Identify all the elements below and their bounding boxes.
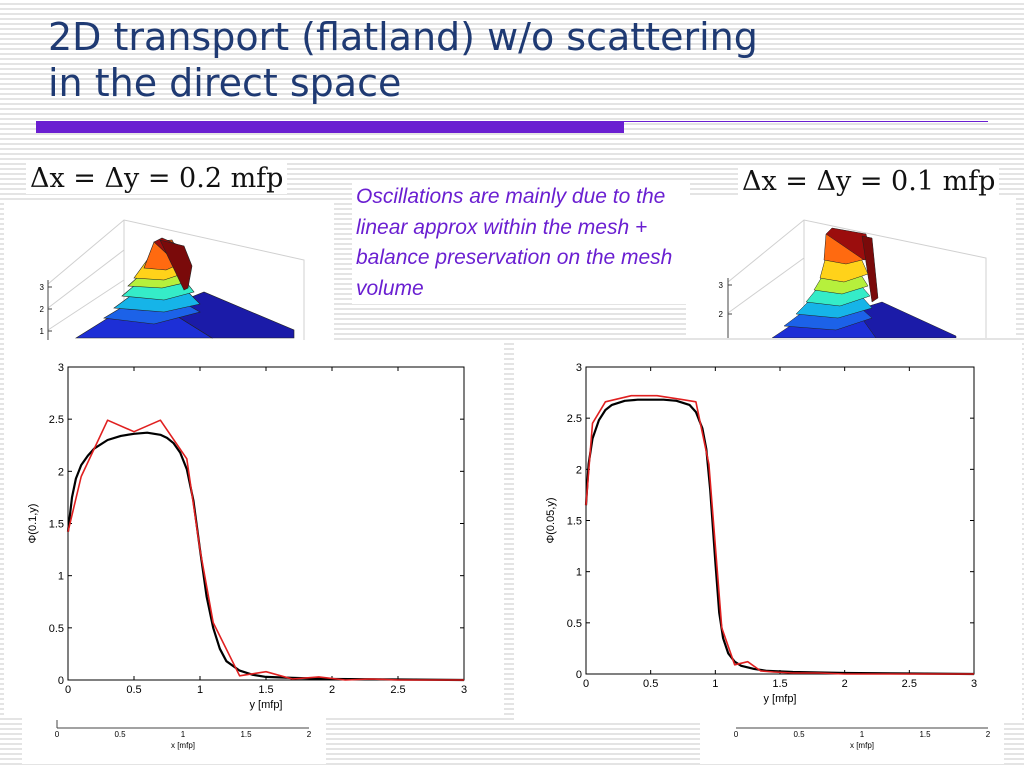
surface-left-ztick: 2: [40, 305, 45, 314]
surface-left-ztick: 3: [40, 283, 45, 292]
surface-left-xlabel: x [mfp]: [171, 741, 195, 750]
y-tick-label: 2.5: [567, 413, 582, 425]
surface-left-xaxis: 0 0.5 1 1.5 2 x [mfp]: [22, 716, 326, 764]
title-accent-bar: [36, 121, 624, 133]
surface-left-xtick: 0: [55, 730, 60, 739]
y-tick-label: 0.5: [49, 623, 64, 635]
surface-plot-left-axis: [47, 280, 52, 340]
x-tick-label: 0.5: [126, 684, 141, 696]
surface-left-mesh: [74, 237, 295, 339]
oscillation-callout: Oscillations are mainly due to the linea…: [352, 182, 690, 304]
reference-solution-line: [66, 431, 465, 682]
surface-right-xtick: 2: [986, 730, 991, 739]
y-tick-label: 2: [58, 466, 64, 478]
x-tick-label: 1: [712, 678, 718, 690]
surface-right-mesh: [771, 227, 957, 338]
mesh-size-equation-left: Δx = Δy = 0.2 mfp: [26, 163, 288, 194]
y-tick-label: 2: [576, 464, 582, 476]
x-tick-label: 2.5: [902, 678, 917, 690]
surface-plot-right-axis: [727, 278, 732, 338]
slide-title-line-1: 2D transport (flatland) w/o scattering: [48, 15, 758, 59]
x-tick-label: 3: [461, 684, 467, 696]
surface-left-xtick: 2: [307, 730, 312, 739]
surface-left-xtick: 1.5: [240, 730, 252, 739]
surface-right-xtick: 0.5: [793, 730, 805, 739]
surface-right-ztick: 3: [719, 281, 724, 290]
surface-right-xtick: 0: [734, 730, 739, 739]
x-axis-label: y [mfp]: [763, 693, 796, 705]
x-axis-label: y [mfp]: [249, 699, 282, 711]
y-tick-label: 2.5: [49, 414, 64, 426]
x-tick-label: 1.5: [772, 678, 787, 690]
y-tick-label: 1: [58, 571, 64, 583]
y-tick-label: 3: [576, 362, 582, 374]
surface-left-xtick: 1: [181, 730, 186, 739]
surface-right-xaxis: 0 0.5 1 1.5 2 x [mfp]: [700, 716, 1004, 764]
y-tick-label: 0.5: [567, 618, 582, 630]
y-tick-label: 1: [576, 567, 582, 579]
title-accent-line: [624, 121, 988, 122]
x-tick-label: 1: [197, 684, 203, 696]
plot-frame: [67, 366, 465, 681]
surface-right-xlabel: x [mfp]: [850, 741, 874, 750]
y-axis-label: Φ(0.1,y): [27, 504, 39, 544]
slide-title-line-2: in the direct space: [48, 61, 402, 105]
y-axis-label: Φ(0.05,y): [545, 497, 557, 543]
y-tick-label: 0: [576, 669, 582, 681]
x-tick-label: 2.5: [390, 684, 405, 696]
x-tick-label: 0: [583, 678, 589, 690]
discrete-solution-line: [67, 419, 464, 681]
surface-right-xtick: 1: [860, 730, 865, 739]
surface-left-ztick: 1: [40, 327, 45, 336]
x-tick-label: 1.5: [258, 684, 273, 696]
x-tick-label: 2: [842, 678, 848, 690]
slide-title: 2D transport (flatland) w/o scattering i…: [48, 14, 758, 106]
y-tick-label: 3: [58, 362, 64, 374]
plot-frame: [585, 366, 975, 675]
discrete-solution-line: [585, 394, 974, 675]
y-tick-label: 1.5: [567, 516, 582, 528]
surface-plot-right: 3 2: [686, 198, 1016, 338]
y-tick-label: 1.5: [49, 519, 64, 531]
mesh-size-equation-right: Δx = Δy = 0.1 mfp: [738, 166, 1000, 197]
surface-plot-right-box: [727, 219, 987, 338]
y-tick-label: 0: [58, 675, 64, 687]
surface-right-ztick: 2: [719, 310, 724, 319]
x-tick-label: 0.5: [643, 678, 658, 690]
flux-chart-left: 0 0.5 1 1.5 2 2.5 3 0 0.5 1 1.5 2 2.5 3 y [mfp] Φ(0.1,y…: [4, 343, 504, 716]
flux-chart-right: 0 0.5 1 1.5 2 2.5 3 0 0.5 1 1.5 2 2.5 3 y [mfp] Φ(0.05,…: [514, 343, 1022, 722]
surface-plot-left: 3 2 1: [4, 200, 334, 340]
surface-left-xtick: 0.5: [114, 730, 126, 739]
x-tick-label: 2: [329, 684, 335, 696]
x-tick-label: 0: [65, 684, 71, 696]
x-tick-label: 3: [971, 678, 977, 690]
surface-right-xtick: 1.5: [919, 730, 931, 739]
